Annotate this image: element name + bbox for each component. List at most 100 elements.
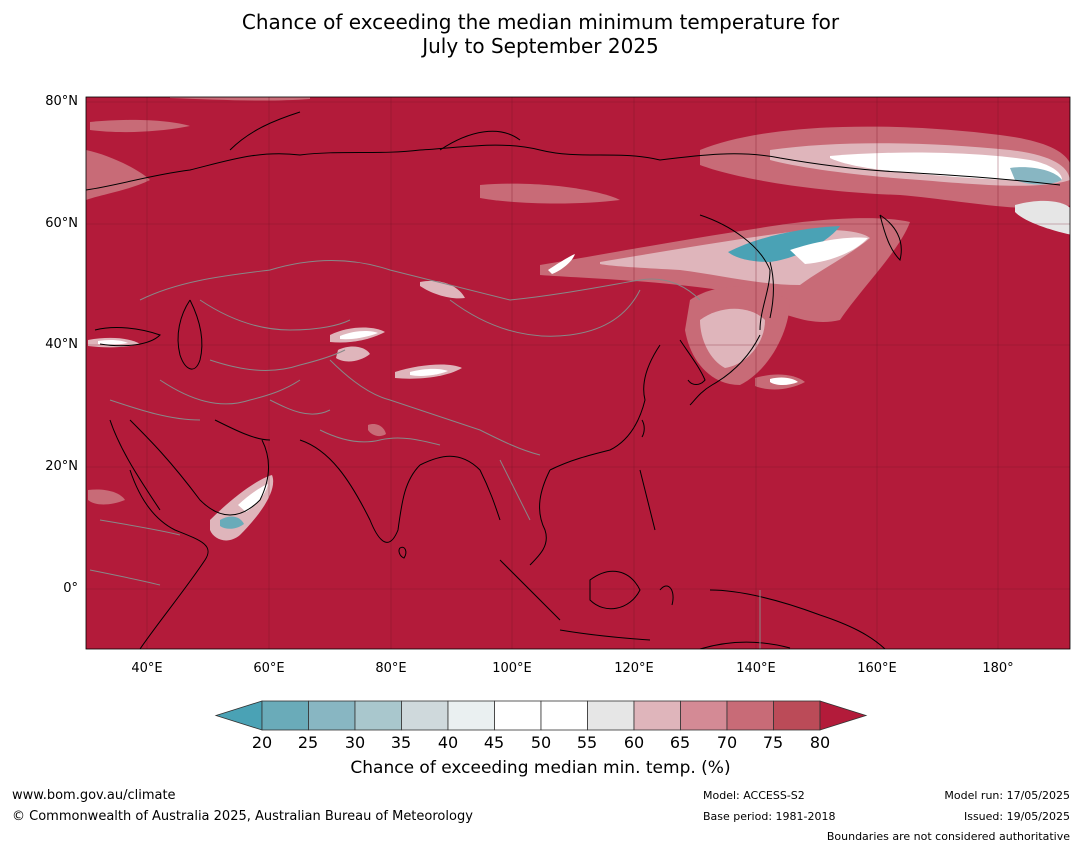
colorbar-tick-75: 75 [762, 733, 784, 752]
lon-label-180: 180° [982, 661, 1014, 676]
region-central-asia-white [340, 331, 378, 340]
footer-model: Model: ACCESS-S2 [703, 789, 805, 802]
lat-label-60n: 60°N [45, 216, 78, 231]
coastline-china-east [549, 344, 661, 471]
coastline-bay-of-bengal [419, 455, 501, 521]
boundary-africa-2 [89, 569, 161, 586]
coastline-philippines [639, 469, 656, 531]
region-japan-south-light [770, 377, 798, 385]
coastline-taymyr [439, 130, 521, 151]
region-baikal [548, 254, 575, 274]
colorbar-bin-70-75 [726, 700, 774, 731]
boundary-kazakhstan [199, 299, 351, 331]
region-tibet-white [410, 368, 448, 376]
colorbar-tick-45: 45 [483, 733, 505, 752]
region-chukotka-blue [1010, 167, 1062, 185]
colorbar-tick-70: 70 [716, 733, 738, 752]
region-east-siberia-white [830, 152, 1062, 181]
colorbar-bin-50-55 [540, 700, 588, 731]
coastline-okhotsk [699, 214, 771, 331]
boundary-se-asia [499, 459, 531, 521]
lon-label-160e: 160°E [857, 661, 897, 676]
coastline-africa [129, 469, 209, 649]
lat-label-40n: 40°N [45, 337, 78, 352]
boundary-india [319, 429, 441, 446]
coastline-australia-north [699, 641, 791, 649]
lon-label-80e: 80°E [375, 661, 407, 676]
region-caucasus-white [98, 339, 128, 345]
region-horn-africa-white [238, 484, 268, 512]
coastline-indochina [529, 469, 551, 566]
colorbar-bin-60-65 [633, 700, 681, 731]
region-india-north [368, 424, 386, 437]
boundary-china-west [329, 359, 541, 456]
region-okhotsk-white [790, 237, 868, 264]
coastline-arabia [129, 419, 270, 516]
coastline-red-sea [109, 419, 161, 511]
colorbar-tick-65: 65 [669, 733, 691, 752]
lon-label-100e: 100°E [492, 661, 532, 676]
coastline-arctic [86, 144, 1061, 191]
coastline-taiwan [641, 419, 645, 438]
colorbar-bin-40-45 [447, 700, 495, 731]
boundary-afghan [269, 399, 331, 415]
region-kamchatka-white [1015, 200, 1070, 235]
colorbar-bin-45-50 [494, 700, 542, 731]
colorbar-bin-30-35 [354, 700, 402, 731]
coastline-java [559, 629, 651, 641]
colorbar-bin-65-70 [680, 700, 728, 731]
footer-model-run: Model run: 17/05/2025 [944, 789, 1070, 802]
colorbar-tick-20: 20 [251, 733, 273, 752]
colorbar-label: Chance of exceeding median min. temp. (%… [350, 758, 731, 778]
coastline-japan [689, 334, 761, 406]
boundary-russia-south [139, 260, 701, 301]
colorbar-bin-25-30 [308, 700, 356, 731]
footer-copyright: © Commonwealth of Australia 2025, Austra… [12, 809, 473, 824]
colorbar-tick-25: 25 [297, 733, 319, 752]
boundary-iran [159, 379, 301, 405]
region-kara [90, 119, 190, 133]
coastline-sumatra [499, 559, 561, 621]
region-taymyr [480, 183, 620, 204]
coastline-borneo [589, 570, 641, 610]
coastline-kamchatka [879, 214, 902, 261]
coastline-caspian [177, 299, 203, 370]
coastlines [86, 111, 1061, 649]
boundaries [89, 260, 761, 649]
coastline-korea [679, 339, 706, 385]
footer-issued: Issued: 19/05/2025 [963, 810, 1070, 823]
colorbar-tick-30: 30 [344, 733, 366, 752]
anomaly-regions [86, 97, 1070, 541]
lon-label-120e: 120°E [614, 661, 654, 676]
boundary-arabia [109, 399, 201, 421]
map-frame [85, 96, 1071, 650]
region-west-arabia [88, 489, 125, 505]
coastline-novaya-zemlya [229, 111, 301, 151]
title-line-2: July to September 2025 [422, 34, 659, 58]
graticule [86, 97, 1070, 649]
footer-website: www.bom.gov.au/climate [12, 788, 176, 803]
lon-label-40e: 40°E [131, 661, 163, 676]
coastline-india [299, 439, 421, 543]
lat-label-80n: 80°N [45, 94, 78, 109]
coastline-sakhalin [769, 261, 774, 319]
footer-boundaries: Boundaries are not considered authoritat… [826, 830, 1070, 843]
colorbar [214, 700, 868, 731]
colorbar-bin-35-40 [401, 700, 449, 731]
boundary-africa [99, 519, 181, 536]
lon-label-60e: 60°E [253, 661, 285, 676]
colorbar-high-extend [819, 700, 868, 731]
lat-label-equator: 0° [63, 581, 78, 596]
boundary-central-asia [209, 349, 346, 371]
colorbar-tick-35: 35 [390, 733, 412, 752]
title-line-1: Chance of exceeding the median minimum t… [241, 10, 840, 34]
region-arctic-top [170, 97, 310, 101]
colorbar-tick-40: 40 [437, 733, 459, 752]
coastline-sulawesi [659, 585, 674, 606]
colorbar-tick-50: 50 [530, 733, 552, 752]
colorbar-bin-75-80 [773, 700, 821, 731]
coastline-persian-gulf [214, 419, 271, 441]
colorbar-low-extend [214, 700, 263, 731]
lon-label-140e: 140°E [736, 661, 776, 676]
